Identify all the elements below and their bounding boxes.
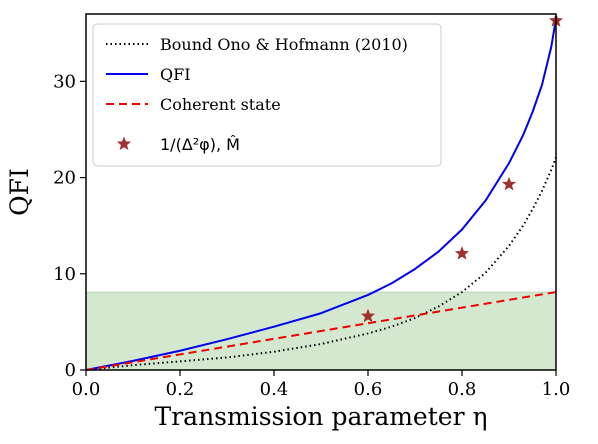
legend-label-coherent: Coherent state xyxy=(160,95,281,114)
series-layer xyxy=(85,13,564,371)
x-tick-label-3: 0.6 xyxy=(354,379,383,400)
x-axis-label: Transmission parameter η xyxy=(155,402,488,431)
y-tick-label-0: 0 xyxy=(65,360,76,381)
series-line-1 xyxy=(85,18,557,371)
x-tick-label-5: 1.0 xyxy=(542,379,571,400)
x-tick-label-4: 0.8 xyxy=(448,379,477,400)
legend: Bound Ono & Hofmann (2010) QFI Coherent … xyxy=(92,23,442,167)
ticks-layer: 0.0 0.2 0.4 0.6 0.8 1.0 0 10 20 30 xyxy=(53,71,570,400)
legend-star-shape xyxy=(116,136,132,151)
y-tick-label-3: 30 xyxy=(53,71,76,92)
x-tick-label-0: 0.0 xyxy=(72,379,101,400)
y-tick-label-2: 20 xyxy=(53,168,76,189)
legend-label-bound: Bound Ono & Hofmann (2010) xyxy=(160,35,408,54)
y-tick-label-1: 10 xyxy=(53,264,76,285)
marker-star-1 xyxy=(454,246,470,260)
plot-frame xyxy=(85,13,557,371)
marker-star-0 xyxy=(360,308,376,323)
x-tick-label-1: 0.2 xyxy=(166,379,195,400)
series-line-0 xyxy=(85,157,557,371)
legend-label-estimator: 1/(Δ²φ), M̂ xyxy=(160,135,240,154)
y-axis-label: QFI xyxy=(5,168,34,216)
legend-box xyxy=(92,23,442,167)
x-tick-label-2: 0.4 xyxy=(260,379,289,400)
legend-marker-star xyxy=(116,136,132,151)
series-line-2 xyxy=(85,291,557,371)
legend-label-qfi: QFI xyxy=(160,65,191,84)
marker-star-2 xyxy=(501,176,517,191)
